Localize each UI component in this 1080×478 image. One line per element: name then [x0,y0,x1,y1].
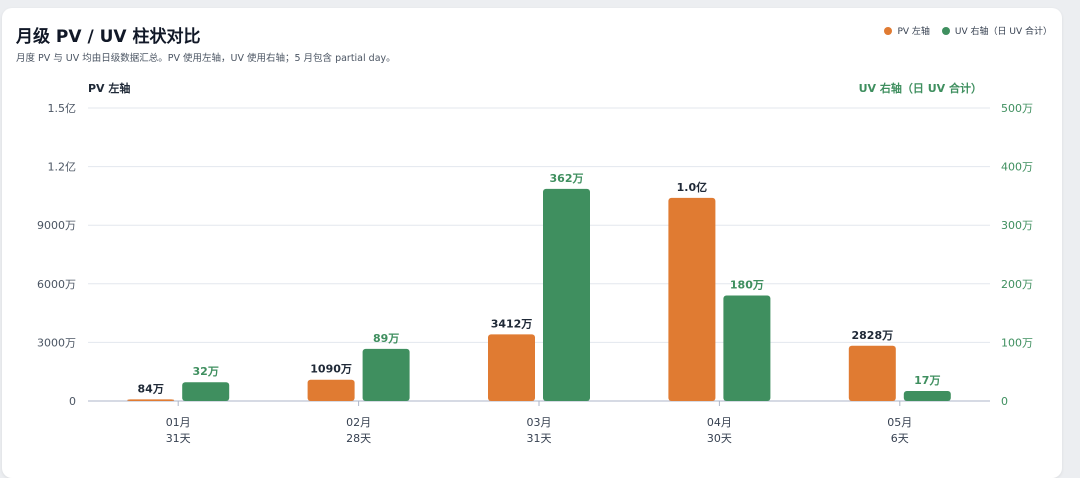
legend-item-pv[interactable]: PV 左轴 [884,24,930,37]
y-left-tick-label: 1.5亿 [48,102,77,115]
legend-swatch-pv [884,26,893,35]
x-tick-label: 03月 [527,416,552,429]
bar-uv [362,348,410,401]
legend-swatch-uv [941,26,950,35]
data-label-uv: 17万 [914,374,940,387]
y-left-tick-label: 1.2亿 [48,161,77,174]
data-label-uv: 180万 [730,279,764,292]
y-left-tick-label: 0 [69,395,76,408]
data-label-pv: 2828万 [851,329,893,342]
x-tick-label: 02月 [346,416,371,429]
bar-uv [903,391,951,401]
y-left-tick-label: 3000万 [37,336,76,349]
y-right-tick-label: 100万 [1001,336,1033,349]
legend-label-pv: PV 左轴 [897,27,930,37]
y-right-tick-label: 0 [1001,395,1008,408]
bar-pv [668,197,716,401]
y-right-axis-title: UV 右轴（日 UV 合计） [859,81,982,95]
data-label-pv: 84万 [138,382,164,395]
y-left-axis-title: PV 左轴 [88,81,130,95]
y-right-tick-label: 400万 [1001,161,1033,174]
x-tick-label: 04月 [707,416,732,429]
chart-subtitle: 月度 PV 与 UV 均由日级数据汇总。PV 使用左轴，UV 使用右轴；5 月包… [16,53,396,64]
bar-pv [488,334,535,401]
bar-pv [127,399,175,401]
x-tick-sublabel: 31天 [527,432,552,445]
chart-legend: PV 左轴 UV 右轴（日 UV 合计） [884,24,1052,37]
data-label-uv: 32万 [193,365,219,378]
data-label-pv: 3412万 [491,317,533,330]
x-tick-label: 05月 [887,416,912,429]
legend-label-uv: UV 右轴（日 UV 合计） [954,27,1052,37]
y-left-tick-label: 6000万 [37,278,76,291]
bar-pv [307,379,355,401]
legend-item-uv[interactable]: UV 右轴（日 UV 合计） [941,24,1052,37]
data-label-uv: 89万 [373,332,399,345]
y-right-tick-label: 300万 [1001,219,1033,232]
x-tick-sublabel: 28天 [346,432,371,445]
y-right-tick-label: 200万 [1001,278,1033,291]
bar-uv [543,188,590,401]
x-tick-sublabel: 30天 [707,432,732,445]
data-label-pv: 1.0亿 [677,180,708,194]
bar-uv [723,295,771,401]
chart-title: 月级 PV / UV 柱状对比 [16,27,201,47]
y-left-tick-label: 9000万 [37,219,76,232]
bar-uv [182,382,230,401]
data-label-uv: 362万 [550,172,584,185]
bar-pv [848,345,896,401]
data-label-pv: 1090万 [310,363,352,376]
x-tick-sublabel: 6天 [891,432,909,445]
x-tick-label: 01月 [166,416,191,429]
y-right-tick-label: 500万 [1001,102,1033,115]
x-tick-sublabel: 31天 [166,432,191,445]
